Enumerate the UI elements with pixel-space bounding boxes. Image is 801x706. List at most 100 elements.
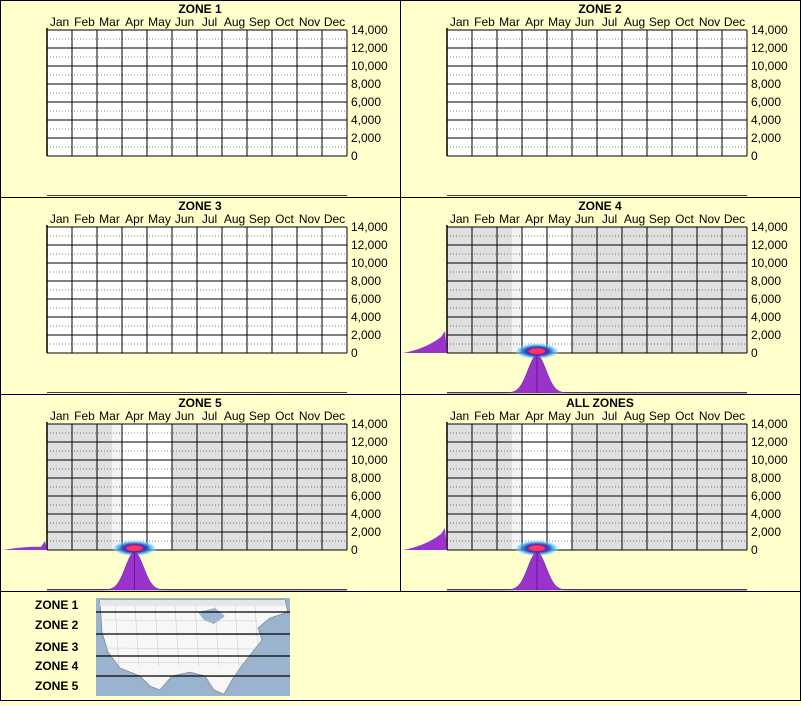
y-tick-label: 2,000 — [751, 328, 781, 342]
month-label-apr: Apr — [125, 15, 144, 29]
chart-panel-5: ZONE 5 Jan Feb Mar Apr May Jun Jul Aug Sep Oct Nov D… — [0, 394, 401, 592]
month-label-feb: Feb — [474, 409, 495, 423]
month-label-dec: Dec — [724, 212, 745, 226]
chart-panel-3: ZONE 3 Jan Feb Mar Apr May Jun Jul Aug Sep Oct Nov D… — [0, 197, 401, 395]
month-label-dec: Dec — [724, 409, 745, 423]
month-label-nov: Nov — [699, 409, 720, 423]
usa-zone-map-icon — [96, 598, 290, 696]
month-label-jun: Jun — [175, 212, 194, 226]
month-label-dec: Dec — [324, 409, 345, 423]
y-tick-label: 0 — [751, 543, 758, 557]
month-label-feb: Feb — [474, 15, 495, 29]
chart-title: ZONE 4 — [578, 199, 622, 213]
month-label-jan: Jan — [450, 409, 469, 423]
y-tick-label: 10,000 — [351, 59, 388, 73]
y-tick-label: 6,000 — [751, 292, 781, 306]
y-tick-label: 4,000 — [751, 507, 781, 521]
month-label-jun: Jun — [575, 212, 594, 226]
y-tick-label: 8,000 — [751, 77, 781, 91]
y-tick-label: 4,000 — [751, 113, 781, 127]
hotspot-mark — [514, 343, 560, 360]
y-tick-label: 2,000 — [351, 525, 381, 539]
month-label-mar: Mar — [99, 212, 120, 226]
month-label-dec: Dec — [324, 15, 345, 29]
month-label-may: May — [548, 212, 571, 226]
month-label-aug: Aug — [224, 15, 245, 29]
y-tick-label: 12,000 — [751, 41, 788, 55]
month-label-jan: Jan — [50, 409, 69, 423]
month-label-apr: Apr — [525, 409, 544, 423]
y-tick-label: 10,000 — [751, 453, 788, 467]
month-label-nov: Nov — [299, 409, 320, 423]
y-tick-label: 10,000 — [351, 256, 388, 270]
legend-panel: ZONE 1 ZONE 2 ZONE 3 ZONE 4 ZONE 5 — [0, 591, 801, 701]
y-tick-label: 6,000 — [751, 95, 781, 109]
chart-title: ZONE 2 — [578, 2, 622, 16]
chart-title: ZONE 1 — [178, 2, 222, 16]
month-label-jul: Jul — [202, 212, 217, 226]
y-tick-label: 10,000 — [751, 59, 788, 73]
month-label-nov: Nov — [699, 212, 720, 226]
month-label-jun: Jun — [575, 409, 594, 423]
month-label-mar: Mar — [499, 212, 520, 226]
month-label-nov: Nov — [699, 15, 720, 29]
y-tick-label: 6,000 — [351, 292, 381, 306]
month-label-sep: Sep — [649, 212, 671, 226]
y-tick-label: 0 — [351, 346, 358, 360]
y-tick-label: 12,000 — [751, 238, 788, 252]
month-label-mar: Mar — [499, 15, 520, 29]
month-label-jul: Jul — [202, 15, 217, 29]
map-state-line — [103, 619, 259, 622]
month-label-dec: Dec — [724, 15, 745, 29]
month-label-oct: Oct — [275, 409, 294, 423]
y-tick-label: 8,000 — [351, 77, 381, 91]
month-label-sep: Sep — [249, 212, 271, 226]
month-label-apr: Apr — [125, 212, 144, 226]
y-tick-label: 12,000 — [751, 435, 788, 449]
y-tick-label: 0 — [751, 346, 758, 360]
y-tick-label: 2,000 — [751, 525, 781, 539]
month-label-feb: Feb — [74, 15, 95, 29]
month-label-oct: Oct — [675, 15, 694, 29]
y-tick-label: 14,000 — [751, 417, 788, 431]
legend-zone-label: ZONE 4 — [35, 659, 79, 673]
month-label-may: May — [548, 15, 571, 29]
month-label-may: May — [148, 15, 171, 29]
month-label-jan: Jan — [450, 212, 469, 226]
chart-panel-1: ZONE 1 Jan Feb Mar Apr May Jun Jul Aug Sep Oct Nov D… — [0, 0, 401, 198]
y-tick-label: 4,000 — [351, 310, 381, 324]
hotspot-mark — [112, 540, 157, 557]
y-tick-label: 0 — [751, 149, 758, 163]
month-label-may: May — [148, 409, 171, 423]
legend-zone-label: ZONE 2 — [35, 618, 79, 632]
y-tick-label: 14,000 — [751, 23, 788, 37]
month-label-jan: Jan — [450, 15, 469, 29]
month-label-aug: Aug — [224, 212, 245, 226]
hotspot-mark — [514, 540, 560, 557]
month-label-jun: Jun — [575, 15, 594, 29]
month-label-aug: Aug — [624, 212, 645, 226]
chart-panel-2: ZONE 2 Jan Feb Mar Apr May Jun Jul Aug Sep Oct Nov D… — [400, 0, 801, 198]
y-tick-label: 12,000 — [351, 435, 388, 449]
month-label-jun: Jun — [175, 15, 194, 29]
y-tick-label: 8,000 — [351, 471, 381, 485]
y-tick-label: 8,000 — [351, 274, 381, 288]
month-label-sep: Sep — [249, 409, 271, 423]
month-label-oct: Oct — [275, 212, 294, 226]
y-tick-label: 10,000 — [751, 256, 788, 270]
y-tick-label: 4,000 — [751, 310, 781, 324]
month-label-feb: Feb — [74, 212, 95, 226]
y-tick-label: 8,000 — [751, 274, 781, 288]
chart-panel-6: ALL ZONES Jan Feb Mar Apr May Jun Jul Aug Sep Oct N… — [400, 394, 801, 592]
y-tick-label: 14,000 — [351, 417, 388, 431]
chart-title: ZONE 5 — [178, 396, 222, 410]
y-tick-label: 2,000 — [351, 328, 381, 342]
y-tick-label: 6,000 — [351, 489, 381, 503]
y-tick-label: 8,000 — [751, 471, 781, 485]
month-label-jul: Jul — [602, 212, 617, 226]
month-label-aug: Aug — [224, 409, 245, 423]
month-label-sep: Sep — [649, 15, 671, 29]
month-label-aug: Aug — [624, 15, 645, 29]
